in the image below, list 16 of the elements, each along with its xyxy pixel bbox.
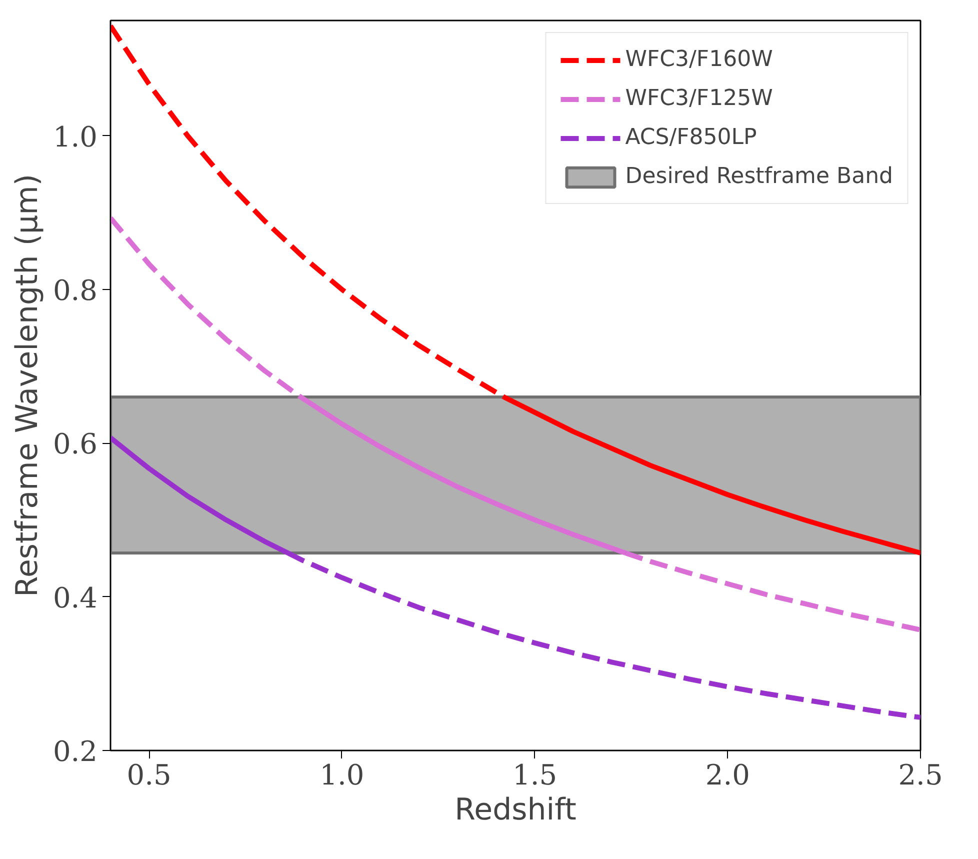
y-axis-title: Restframe Wavelength (μm) [10, 174, 45, 598]
legend-label: Desired Restframe Band [625, 164, 893, 189]
y-tick-label: 0.8 [52, 274, 98, 307]
y-tick-label: 0.6 [52, 428, 98, 461]
x-tick-label: 2.5 [898, 758, 943, 792]
legend-label: ACS/F850LP [625, 125, 757, 150]
x-axis-title: Redshift [454, 792, 577, 828]
y-tick-label: 0.4 [52, 581, 98, 614]
y-tick-label: 0.2 [52, 735, 98, 768]
legend-label: WFC3/F125W [625, 86, 773, 111]
x-tick-label: 1.0 [320, 758, 364, 792]
x-tick-label: 1.5 [512, 758, 558, 792]
legend-label: WFC3/F160W [625, 47, 773, 72]
x-tick-label: 2.0 [705, 758, 750, 792]
x-tick-label: 0.5 [126, 758, 172, 792]
y-tick-label: 1.0 [52, 120, 98, 154]
